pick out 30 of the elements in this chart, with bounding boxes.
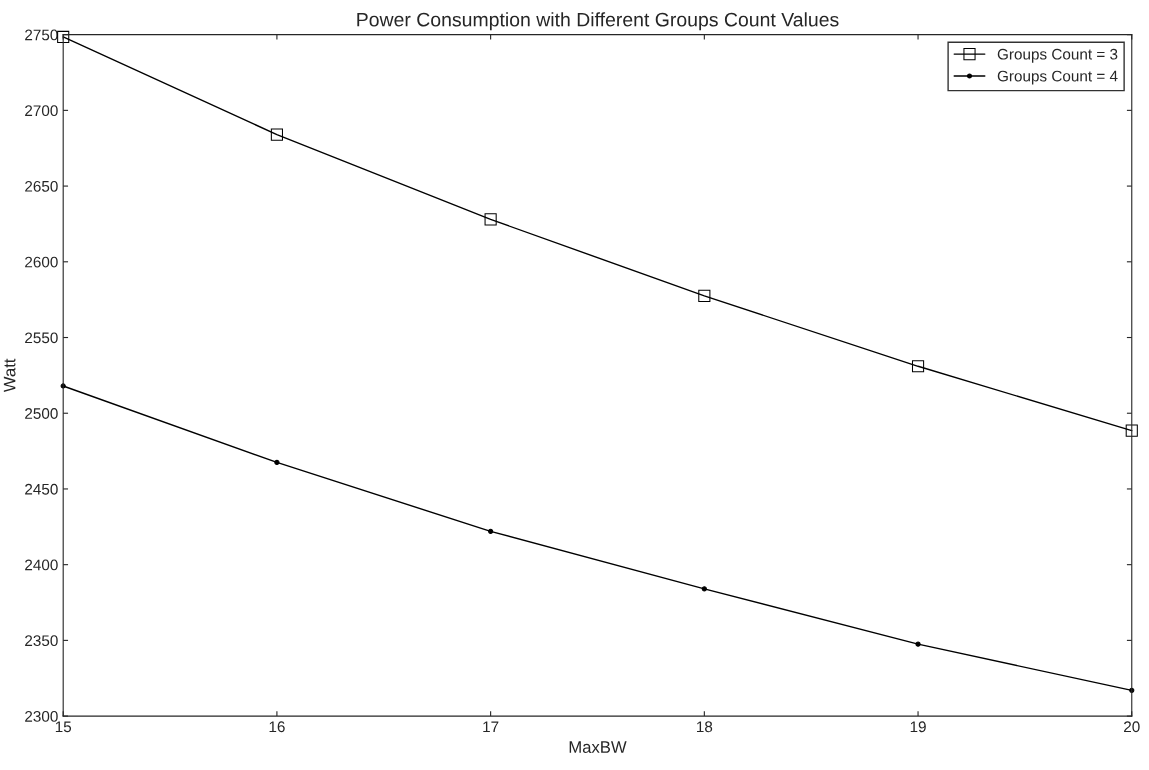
point	[484, 213, 497, 226]
point	[1125, 424, 1138, 437]
point	[57, 30, 70, 43]
x-tick-label: 15	[55, 721, 72, 733]
y-tick-label: 2600	[25, 256, 58, 268]
point	[698, 289, 711, 302]
y-tick-label: 2450	[25, 483, 58, 495]
y-tick-label: 2550	[25, 332, 58, 344]
point	[274, 459, 280, 466]
point	[915, 641, 921, 647]
legend-label: Groups Count = 4	[997, 70, 1118, 85]
point	[701, 586, 707, 592]
y-axis-title: Watt	[3, 358, 16, 393]
x-axis-title: MaxBW	[569, 741, 627, 753]
x-tick-label: 17	[483, 721, 499, 733]
y-tick-label: 2650	[25, 180, 58, 192]
point	[488, 528, 494, 534]
chart-title: Power Consumption with Different Groups Count Values	[357, 12, 839, 31]
x-tick-label: 19	[910, 721, 926, 733]
legend-label: Groups Count = 3	[997, 48, 1118, 63]
x-tick-label: 20	[1124, 721, 1140, 733]
point	[270, 128, 283, 141]
y-tick-label: 2400	[25, 559, 58, 571]
y-tick-label: 2500	[25, 408, 58, 419]
y-tick-label: 2700	[25, 105, 58, 117]
x-tick-label: 16	[269, 721, 285, 733]
y-tick-label: 2350	[25, 635, 58, 647]
x-tick-label: 18	[697, 721, 713, 733]
y-tick-label: 2300	[25, 710, 58, 722]
point	[911, 360, 925, 373]
